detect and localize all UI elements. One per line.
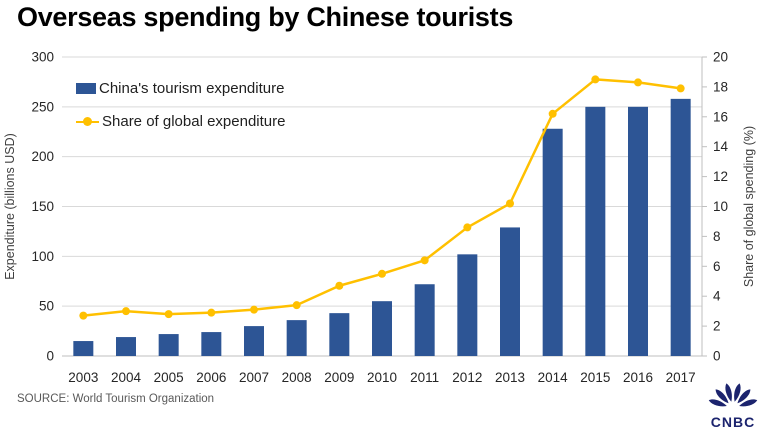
share-point-2017	[676, 84, 685, 93]
share-point-2015	[591, 75, 600, 84]
x-axis-label-2010: 2010	[367, 370, 397, 385]
x-axis-label-2017: 2017	[666, 370, 696, 385]
right-axis-tick-2: 2	[713, 319, 721, 334]
bar-2009	[329, 313, 350, 356]
right-axis-tick-20: 20	[713, 50, 728, 65]
plot-area: 0 50 100 150 200 250 300 0 2 4 6 8 10 12 14 16 18 20 2003 2…	[3, 50, 756, 386]
cnbc-logo: CNBC	[702, 377, 764, 430]
x-axis-label-2007: 2007	[239, 370, 269, 385]
right-axis-tick-10: 10	[713, 199, 728, 214]
x-axis-label-2013: 2013	[495, 370, 525, 385]
right-axis-tick-0: 0	[713, 349, 721, 364]
bar-2017	[670, 98, 691, 357]
left-axis-tick-150: 150	[31, 199, 54, 214]
share-point-2003	[79, 311, 88, 320]
left-axis-tick-100: 100	[31, 249, 54, 264]
x-axis-label-2009: 2009	[324, 370, 354, 385]
left-axis-title: Expenditure (billions USD)	[3, 133, 17, 280]
right-axis-tick-6: 6	[713, 259, 721, 274]
chart-card: Overseas spending by Chinese tourists 0 5…	[3, 2, 758, 430]
x-axis-label-2005: 2005	[154, 370, 184, 385]
x-axis-label-2016: 2016	[623, 370, 653, 385]
right-axis-title: Share of global spending (%)	[742, 126, 756, 287]
peacock-feather	[739, 399, 758, 407]
right-axis-tick-12: 12	[713, 169, 728, 184]
bar-2006	[201, 332, 222, 356]
right-axis-tick-8: 8	[713, 229, 721, 244]
share-point-2005	[164, 310, 173, 319]
peacock-feather	[737, 389, 751, 404]
legend-label-expenditure: China's tourism expenditure	[99, 80, 285, 97]
x-axis-label-2006: 2006	[196, 370, 226, 385]
share-point-2009	[335, 281, 344, 290]
legend-item-share: Share of global expenditure	[76, 113, 285, 130]
share-point-2012	[463, 223, 472, 232]
share-point-2014	[548, 109, 557, 118]
left-axis-tick-250: 250	[31, 99, 54, 114]
left-axis-tick-50: 50	[39, 299, 54, 314]
x-axis-label-2003: 2003	[68, 370, 98, 385]
bar-2003	[73, 341, 94, 356]
legend: China's tourism expenditure Share of glo…	[76, 80, 285, 130]
peacock-feather	[725, 383, 732, 402]
x-axis-label-2015: 2015	[580, 370, 610, 385]
right-axis-tick-4: 4	[713, 289, 721, 304]
legend-label-share: Share of global expenditure	[102, 113, 286, 130]
x-axis-label-2011: 2011	[410, 370, 439, 385]
share-point-2007	[250, 305, 258, 314]
bar-2005	[158, 334, 179, 356]
share-point-2010	[378, 269, 386, 278]
line-dot-swatch-icon	[76, 116, 99, 127]
bar-2007	[244, 326, 264, 356]
left-axis-tick-200: 200	[31, 149, 54, 164]
share-point-2011	[420, 256, 429, 265]
bar-swatch-icon	[76, 83, 96, 94]
left-axis-tick-0: 0	[46, 349, 54, 364]
peacock-icon	[708, 383, 758, 407]
bar-2011	[414, 284, 435, 356]
share-point-2013	[506, 199, 514, 208]
peacock-feather	[715, 389, 729, 404]
source-note: SOURCE: World Tourism Organization	[17, 393, 215, 405]
chart-title: Overseas spending by Chinese tourists	[17, 2, 514, 32]
x-axis-label-2008: 2008	[282, 370, 312, 385]
peacock-feather	[708, 399, 727, 407]
left-axis-tick-300: 300	[31, 50, 54, 65]
x-axis-label-2004: 2004	[111, 370, 142, 385]
bar-2015	[585, 106, 606, 356]
cnbc-wordmark: CNBC	[710, 414, 756, 430]
share-point-2016	[634, 78, 642, 87]
bar-2016	[628, 106, 648, 356]
share-point-2006	[207, 308, 216, 317]
right-axis-tick-18: 18	[713, 79, 728, 94]
right-axis-tick-16: 16	[713, 109, 728, 124]
bar-2012	[457, 254, 478, 356]
x-axis-label-2014: 2014	[538, 370, 569, 385]
bar-2008	[286, 320, 307, 356]
share-point-2004	[122, 307, 130, 316]
bar-2010	[372, 301, 392, 356]
legend-item-expenditure: China's tourism expenditure	[76, 80, 285, 97]
share-point-2008	[292, 301, 301, 310]
bar-2013	[500, 227, 520, 356]
peacock-feather	[734, 383, 741, 402]
right-axis-tick-14: 14	[713, 139, 729, 154]
bar-2004	[116, 337, 136, 356]
bar-2014	[542, 128, 563, 356]
x-axis-label-2012: 2012	[452, 370, 482, 385]
